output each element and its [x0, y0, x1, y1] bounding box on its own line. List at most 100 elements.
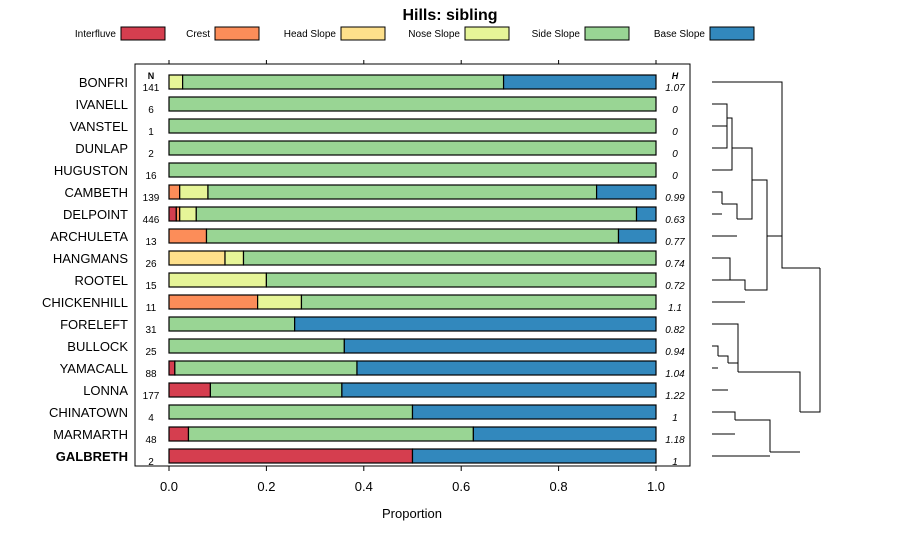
n-value: 31 [145, 325, 157, 336]
h-header: H [672, 71, 679, 81]
n-value: 139 [143, 193, 160, 204]
h-value: 1 [672, 457, 678, 468]
n-value: 141 [143, 83, 160, 94]
h-value: 0.77 [665, 237, 685, 248]
bar-segment [168, 162, 657, 178]
dendrogram-branch [712, 126, 733, 171]
h-value: 1.07 [665, 83, 685, 94]
h-value: 0.74 [665, 259, 685, 270]
n-value: 13 [145, 237, 157, 248]
dendrogram-branch [738, 371, 801, 412]
bar-segment [502, 74, 657, 90]
bar-segment [168, 294, 259, 310]
n-value: 11 [146, 303, 157, 314]
site-label: DELPOINT [63, 207, 128, 222]
h-value: 0.63 [665, 215, 685, 226]
site-label: DUNLAP [75, 141, 128, 156]
legend-label: Base Slope [654, 29, 706, 40]
bar-segment [168, 228, 208, 244]
site-label: ARCHULETA [50, 229, 128, 244]
n-value: 25 [145, 347, 157, 358]
bar-segment [265, 272, 657, 288]
bar-segment [343, 338, 657, 354]
x-tick-label: 0.6 [452, 479, 470, 494]
h-value: 1.04 [665, 369, 685, 380]
site-label: IVANELL [75, 97, 128, 112]
site-label: BONFRI [79, 75, 128, 90]
h-value: 0 [672, 105, 678, 116]
site-labels-group: BONFRI IVANELL VANSTEL DUNLAP HUGUSTON CAMBET… [42, 75, 128, 464]
n-value: 16 [145, 171, 157, 182]
legend-label: Nose Slope [408, 29, 460, 40]
bar-segment [168, 250, 226, 266]
bar-segment [205, 228, 620, 244]
dendrogram-branch [712, 279, 746, 290]
bar-segment [168, 118, 657, 134]
x-tick-label: 1.0 [647, 479, 665, 494]
bar-segment [174, 360, 358, 376]
bar-segment [242, 250, 657, 266]
x-axis: 0.0 0.2 0.4 0.6 0.8 1.0 [160, 466, 665, 494]
bar-segment [356, 360, 657, 376]
site-label: BULLOCK [67, 339, 128, 354]
bar-segment [168, 74, 184, 90]
n-value: 15 [145, 281, 157, 292]
legend-swatch [214, 26, 260, 41]
chart-title: Hills: sibling [402, 7, 497, 24]
dendrogram [712, 81, 821, 457]
h-value: 0.99 [665, 193, 685, 204]
bar-segment [168, 96, 657, 112]
h-value: 0 [672, 171, 678, 182]
bar-segment [168, 338, 345, 354]
bar-segment [182, 74, 505, 90]
h-value: 0.82 [665, 325, 685, 336]
site-label: CHINATOWN [49, 405, 128, 420]
bar-segment [257, 294, 303, 310]
n-value: 446 [143, 215, 160, 226]
h-values-group: 1.07 0 0 0 0 0.99 0.63 0.77 0.74 0.72 1.1 0.82 0.94 1… [665, 83, 685, 468]
bar-segment [168, 140, 657, 156]
n-value: 48 [145, 435, 157, 446]
bar-segment [411, 404, 657, 420]
dendrogram-branch [745, 236, 768, 291]
dendrogram-branch [712, 257, 731, 280]
bar-segment [168, 426, 190, 442]
x-tick-label: 0.0 [160, 479, 178, 494]
legend-swatch [340, 26, 386, 41]
n-header: N [148, 71, 155, 81]
legend: Interfluve Crest Head Slope Nose Slope Side … [75, 26, 755, 64]
bar-segment [209, 382, 343, 398]
bar-segment [187, 426, 474, 442]
bar-segment [168, 382, 211, 398]
x-tick-label: 0.2 [257, 479, 275, 494]
dendrogram-branch [712, 345, 719, 356]
bar-segment [207, 184, 598, 200]
x-tick-label: 0.4 [355, 479, 373, 494]
bar-segment [595, 184, 657, 200]
site-label: VANSTEL [70, 119, 128, 134]
n-value: 2 [148, 457, 154, 468]
dendrogram-branch [712, 118, 728, 149]
bar-segment [617, 228, 657, 244]
dendrogram-branch [712, 191, 723, 204]
h-value: 1.22 [665, 391, 685, 402]
bar-segment [168, 272, 268, 288]
dendrogram-branch [712, 103, 728, 118]
dendrogram-branch [718, 355, 729, 363]
x-axis-label: Proportion [382, 506, 442, 521]
bar-segment [224, 250, 245, 266]
site-label: CAMBETH [64, 185, 128, 200]
bars-group [168, 74, 657, 464]
site-label: FORELEFT [60, 317, 128, 332]
bar-segment [168, 206, 177, 222]
h-value: 1.18 [665, 435, 685, 446]
h-value: 0 [672, 149, 678, 160]
n-value: 6 [148, 105, 154, 116]
bar-segment [168, 316, 296, 332]
dendrogram-branch [722, 203, 738, 219]
bar-segment [341, 382, 657, 398]
n-value: 26 [145, 259, 157, 270]
n-value: 88 [145, 369, 157, 380]
site-label: HUGUSTON [54, 163, 128, 178]
